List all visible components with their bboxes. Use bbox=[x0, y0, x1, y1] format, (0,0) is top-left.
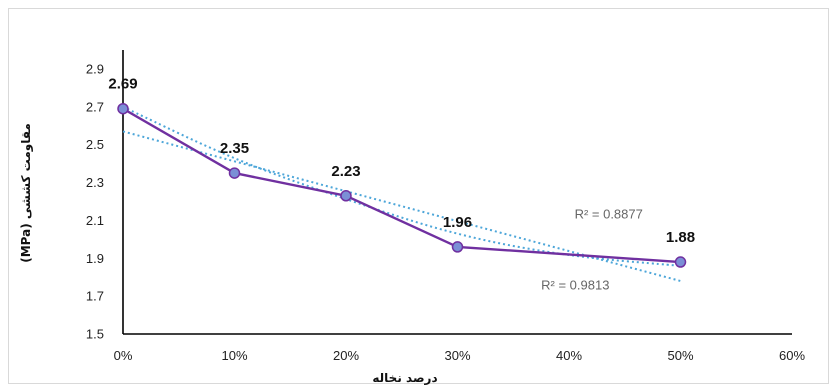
x-axis-title: درصد نخاله bbox=[372, 371, 437, 385]
y-tick-label: 2.7 bbox=[86, 99, 104, 114]
x-tick-label: 20% bbox=[333, 348, 359, 363]
y-tick-label: 1.7 bbox=[86, 289, 104, 304]
data-label: 2.35 bbox=[220, 140, 249, 157]
x-tick-label: 50% bbox=[667, 348, 693, 363]
y-tick-label: 2.5 bbox=[86, 137, 104, 152]
r2-labels: R² = 0.9813 R² = 0.8877 bbox=[541, 207, 643, 293]
polynomial-trendline bbox=[122, 105, 681, 267]
data-label: 2.23 bbox=[331, 163, 360, 180]
x-tick-label: 10% bbox=[221, 348, 247, 363]
y-tick-label: 2.1 bbox=[86, 213, 104, 228]
trendlines bbox=[122, 105, 681, 282]
y-axis-ticks: 1.5 1.7 1.9 2.1 2.3 2.5 2.7 2.9 bbox=[86, 61, 104, 341]
data-point bbox=[228, 167, 241, 179]
y-tick-label: 2.9 bbox=[86, 61, 104, 76]
data-point bbox=[340, 190, 352, 202]
data-point bbox=[674, 256, 687, 268]
x-tick-label: 0% bbox=[114, 348, 133, 363]
x-tick-label: 40% bbox=[556, 348, 582, 363]
x-axis-ticks: 0% 10% 20% 30% 40% 50% 60% bbox=[114, 348, 806, 363]
y-tick-label: 1.9 bbox=[86, 251, 104, 266]
y-tick-label: 2.3 bbox=[86, 175, 104, 190]
y-tick-label: 1.5 bbox=[86, 327, 104, 342]
y-axis-title: مقاومت کششی (MPa) bbox=[19, 123, 34, 263]
data-point bbox=[117, 102, 129, 115]
x-tick-label: 60% bbox=[779, 348, 805, 363]
chart-frame bbox=[8, 8, 829, 384]
data-label: 2.69 bbox=[108, 76, 137, 93]
series-group bbox=[117, 102, 687, 268]
series-line bbox=[122, 107, 681, 264]
data-labels: 2.69 2.35 2.23 1.96 1.88 bbox=[108, 76, 695, 246]
r2-label-polynomial: R² = 0.8877 bbox=[575, 207, 643, 222]
r2-label-linear: R² = 0.9813 bbox=[541, 278, 609, 293]
data-label: 1.96 bbox=[443, 214, 472, 231]
data-point bbox=[451, 241, 464, 253]
data-label: 1.88 bbox=[666, 229, 695, 246]
x-tick-label: 30% bbox=[444, 348, 470, 363]
